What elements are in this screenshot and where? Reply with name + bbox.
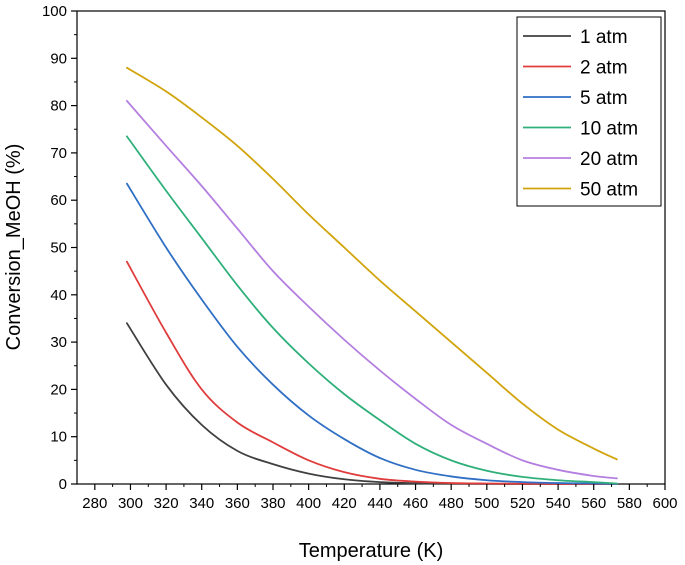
- legend-label: 10 atm: [580, 119, 638, 140]
- y-tick-label: 50: [50, 240, 67, 257]
- x-tick-label: 580: [617, 495, 642, 512]
- x-tick-label: 280: [82, 495, 107, 512]
- x-tick-label: 480: [439, 495, 464, 512]
- x-tick-label: 360: [225, 495, 250, 512]
- y-axis: 0 10 20 30 40 50 60 70 80 90 100: [42, 3, 77, 493]
- x-tick-label: 380: [260, 495, 285, 512]
- legend-label: 1 atm: [580, 27, 628, 48]
- y-tick-label: 10: [50, 429, 67, 446]
- y-tick-label: 100: [42, 3, 67, 20]
- y-tick-label: 40: [50, 287, 67, 304]
- x-axis: 280 300 320 340 360 380 400 420 440 460 480 500 520 5…: [82, 484, 678, 512]
- x-tick-label: 600: [652, 495, 677, 512]
- x-tick-label: 560: [581, 495, 606, 512]
- series-line-6: [125, 66, 618, 461]
- x-tick-label: 300: [118, 495, 143, 512]
- y-tick-label: 90: [50, 50, 67, 67]
- series-line-3: [125, 182, 618, 485]
- x-tick-label: 440: [367, 495, 392, 512]
- y-tick-label: 80: [50, 98, 67, 115]
- legend-label: 5 atm: [580, 88, 628, 109]
- legend: 1 atm 2 atm 5 atm 10 atm 20 atm 50 atm: [516, 16, 662, 207]
- x-tick-label: 460: [403, 495, 428, 512]
- series-line-4: [125, 135, 618, 485]
- x-tick-label: 540: [546, 495, 571, 512]
- series-line-1: [125, 322, 618, 485]
- x-axis-title: Temperature (K): [299, 540, 444, 562]
- series-line-5: [125, 99, 618, 480]
- legend-box: [516, 16, 662, 207]
- series-layer: [125, 66, 618, 485]
- x-tick-label: 400: [296, 495, 321, 512]
- x-tick-label: 320: [154, 495, 179, 512]
- x-tick-label: 340: [189, 495, 214, 512]
- series-line-2: [125, 260, 618, 485]
- legend-label: 50 atm: [580, 180, 638, 201]
- y-tick-label: 70: [50, 145, 67, 162]
- y-tick-label: 20: [50, 381, 67, 398]
- y-tick-label: 0: [59, 476, 67, 493]
- legend-label: 20 atm: [580, 149, 638, 170]
- y-tick-label: 60: [50, 192, 67, 209]
- y-tick-label: 30: [50, 334, 67, 351]
- x-tick-label: 420: [332, 495, 357, 512]
- x-tick-label: 500: [474, 495, 499, 512]
- y-axis-title: Conversion_MeOH (%): [3, 144, 25, 351]
- legend-label: 2 atm: [580, 58, 628, 79]
- x-tick-label: 520: [510, 495, 535, 512]
